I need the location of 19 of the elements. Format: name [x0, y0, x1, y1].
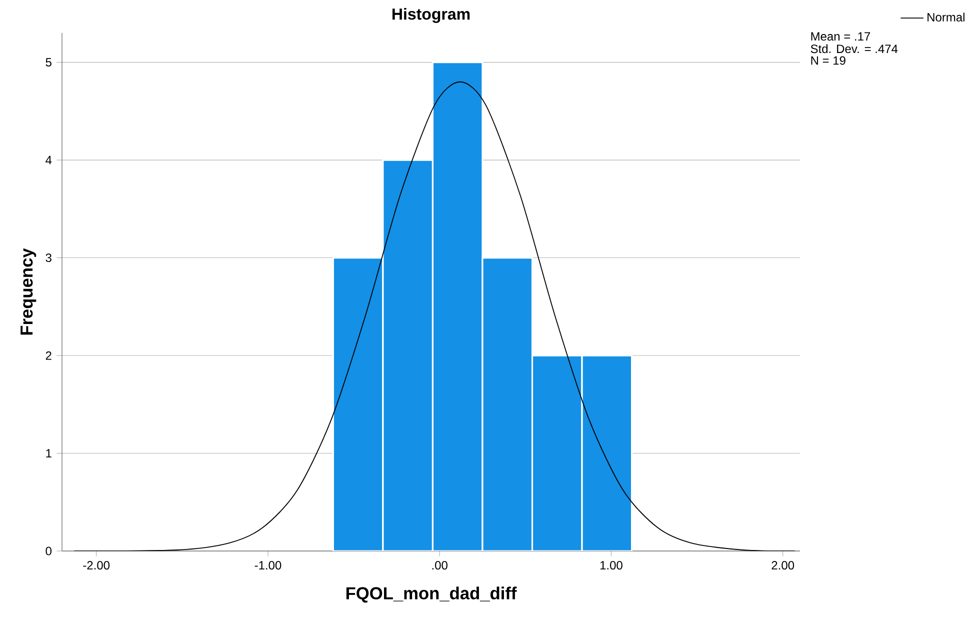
y-tick-label: 4 [46, 156, 52, 164]
text: Mean = .17 [811, 32, 870, 41]
x-tick-label: -1.00 [254, 561, 282, 570]
x-tick-label: 2.00 [772, 561, 794, 570]
y-tick-label: 3 [46, 254, 52, 262]
text: Std. Dev. = .474 [810, 44, 898, 54]
x-tick-label: .00 [432, 561, 448, 570]
y-tick-label: 1 [46, 449, 52, 458]
y-tick-label: 0 [46, 546, 52, 556]
x-tick-label: -2.00 [83, 561, 110, 570]
line-series [74, 81, 796, 551]
x-axis-title: FQOL_mon_dad_diff [346, 586, 517, 603]
legend-label: Normal [928, 12, 964, 22]
chart-title: Histogram [392, 8, 470, 23]
y-tick-label: 2 [46, 351, 52, 360]
y-axis-title: Frequency [20, 248, 36, 335]
text: N = 19 [811, 56, 846, 65]
x-tick-label: 1.00 [600, 561, 622, 570]
y-tick-label: 5 [46, 58, 52, 67]
